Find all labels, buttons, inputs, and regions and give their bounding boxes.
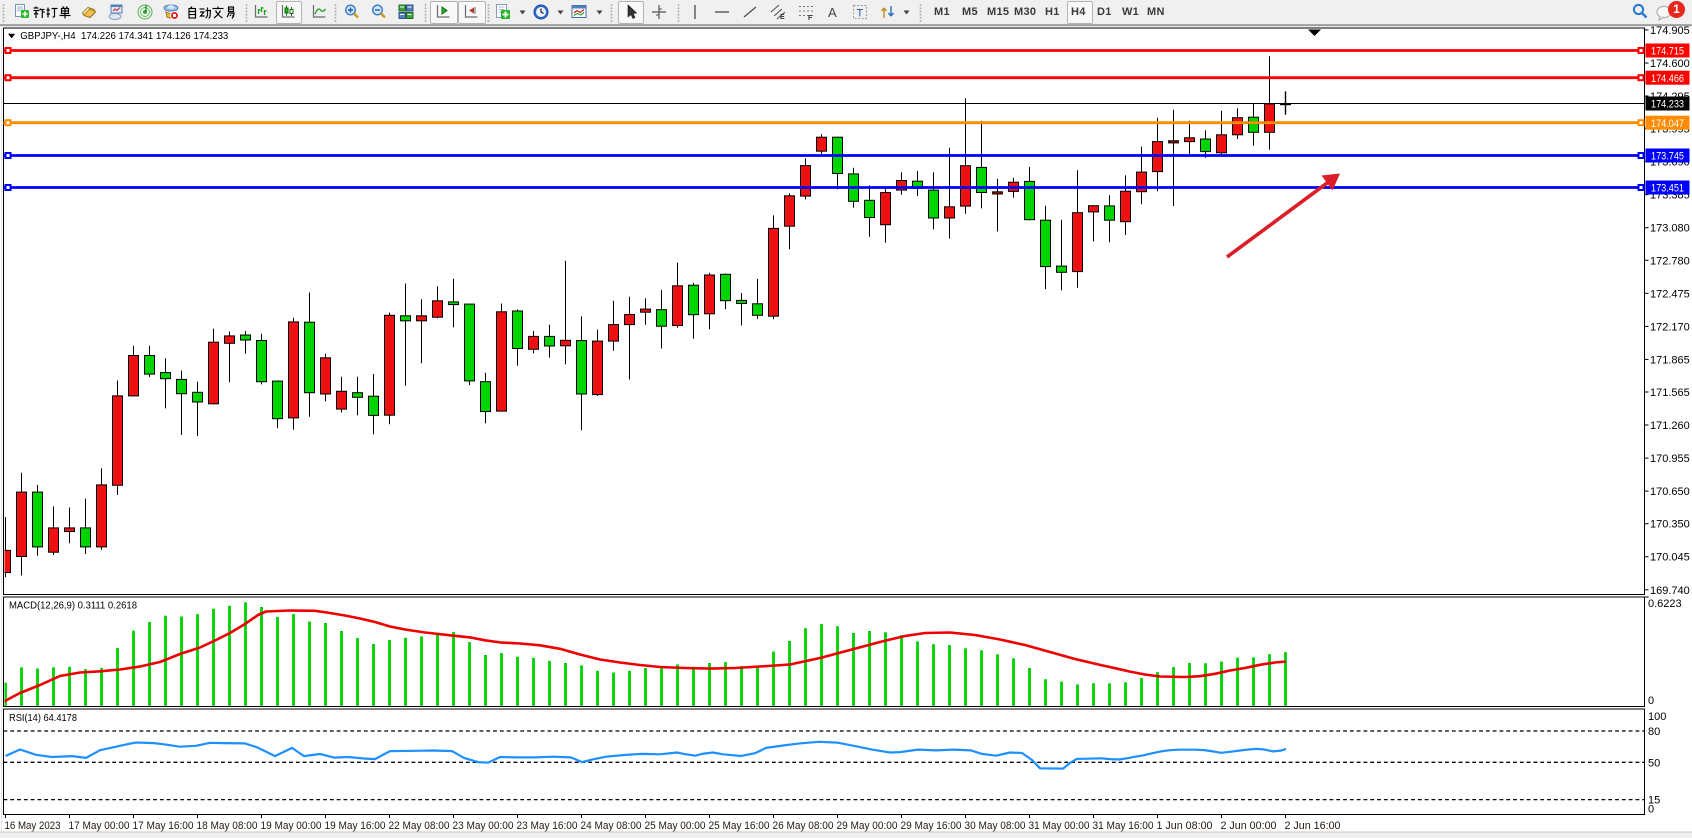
- svg-text:100: 100: [1648, 711, 1666, 723]
- svg-text:174.600: 174.600: [1650, 58, 1690, 70]
- svg-text:171.865: 171.865: [1650, 354, 1690, 366]
- svg-text:174.905: 174.905: [1650, 25, 1690, 37]
- svg-text:23 May 00:00: 23 May 00:00: [453, 820, 514, 832]
- svg-text:31 May 16:00: 31 May 16:00: [1093, 820, 1154, 832]
- svg-text:173.451: 173.451: [1651, 183, 1684, 195]
- svg-text:0.6223: 0.6223: [1648, 598, 1682, 610]
- svg-text:80: 80: [1648, 726, 1660, 738]
- svg-text:25 May 16:00: 25 May 16:00: [709, 820, 770, 832]
- svg-text:17 May 00:00: 17 May 00:00: [69, 820, 130, 832]
- svg-text:170.955: 170.955: [1650, 453, 1690, 465]
- svg-text:29 May 00:00: 29 May 00:00: [837, 820, 898, 832]
- svg-text:174.466: 174.466: [1651, 73, 1684, 85]
- svg-text:E: E: [780, 14, 785, 20]
- svg-text:0: 0: [1648, 695, 1654, 707]
- svg-text:171.565: 171.565: [1650, 387, 1690, 399]
- svg-text:174.233: 174.233: [1651, 99, 1684, 111]
- svg-text:15: 15: [1648, 795, 1660, 807]
- svg-text:172.475: 172.475: [1650, 288, 1690, 300]
- svg-text:2 Jun 16:00: 2 Jun 16:00: [1285, 820, 1341, 832]
- svg-text:169.740: 169.740: [1650, 585, 1690, 597]
- svg-text:23 May 16:00: 23 May 16:00: [517, 820, 578, 832]
- svg-text:170.045: 170.045: [1650, 552, 1690, 564]
- svg-text:173.745: 173.745: [1651, 151, 1684, 163]
- svg-text:A: A: [828, 5, 837, 20]
- svg-text:F: F: [808, 15, 813, 20]
- svg-text:172.170: 172.170: [1650, 321, 1690, 333]
- svg-text:MACD(12,26,9) 0.3111 0.2618: MACD(12,26,9) 0.3111 0.2618: [9, 600, 137, 612]
- svg-text:172.780: 172.780: [1650, 255, 1690, 267]
- svg-text:GBPJPY-,H4 174.226 174.341 17: GBPJPY-,H4 174.226 174.341 174.126 174.2…: [20, 30, 228, 42]
- svg-text:17 May 16:00: 17 May 16:00: [133, 820, 194, 832]
- svg-text:170.650: 170.650: [1650, 486, 1690, 498]
- svg-text:26 May 08:00: 26 May 08:00: [773, 820, 834, 832]
- svg-text:31 May 00:00: 31 May 00:00: [1029, 820, 1090, 832]
- svg-text:30 May 08:00: 30 May 08:00: [965, 820, 1026, 832]
- svg-text:29 May 16:00: 29 May 16:00: [901, 820, 962, 832]
- svg-text:18 May 08:00: 18 May 08:00: [197, 820, 258, 832]
- svg-text:24 May 08:00: 24 May 08:00: [581, 820, 642, 832]
- svg-text:50: 50: [1648, 757, 1660, 769]
- svg-text:171.260: 171.260: [1650, 420, 1690, 432]
- svg-text:170.350: 170.350: [1650, 519, 1690, 531]
- svg-text:173.080: 173.080: [1650, 223, 1690, 235]
- svg-text:25 May 00:00: 25 May 00:00: [645, 820, 706, 832]
- svg-text:174.715: 174.715: [1651, 46, 1684, 58]
- svg-text:16 May 2023: 16 May 2023: [5, 820, 61, 832]
- svg-text:19 May 16:00: 19 May 16:00: [325, 820, 386, 832]
- svg-text:2 Jun 00:00: 2 Jun 00:00: [1221, 820, 1277, 832]
- svg-text:19 May 00:00: 19 May 00:00: [261, 820, 322, 832]
- svg-text:174.047: 174.047: [1651, 118, 1684, 130]
- svg-text:RSI(14) 64.4178: RSI(14) 64.4178: [9, 712, 77, 724]
- svg-text:1 Jun 08:00: 1 Jun 08:00: [1157, 820, 1213, 832]
- svg-text:22 May 08:00: 22 May 08:00: [389, 820, 450, 832]
- svg-text:0: 0: [1648, 804, 1654, 816]
- svg-text:T: T: [857, 8, 864, 20]
